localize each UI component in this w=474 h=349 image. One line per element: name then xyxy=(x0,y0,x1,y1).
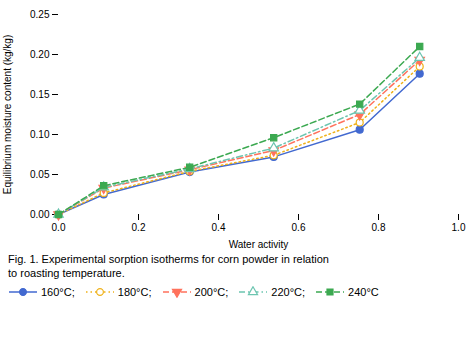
svg-text:0.6: 0.6 xyxy=(292,222,306,233)
svg-text:0.20: 0.20 xyxy=(30,49,50,60)
html-text:Fig. 1. Experimental sorption: Fig. 1. Experimental sorption isotherms … xyxy=(8,253,329,265)
svg-text:1.0: 1.0 xyxy=(452,222,466,233)
html-text:180°C;: 180°C; xyxy=(117,286,152,298)
svg-text:0.2: 0.2 xyxy=(132,222,146,233)
html-text:200°C;: 200°C; xyxy=(194,286,229,298)
svg-text:Water activity: Water activity xyxy=(229,239,289,250)
svg-text:0.4: 0.4 xyxy=(212,222,226,233)
html-text:220°C;: 220°C; xyxy=(271,286,306,298)
svg-text:0.0: 0.0 xyxy=(52,222,66,233)
svg-text:0.25: 0.25 xyxy=(30,9,50,20)
svg-text:Equilibrium moisture content (: Equilibrium moisture content (kg/kg) xyxy=(2,35,13,195)
svg-text:0.00: 0.00 xyxy=(30,209,50,220)
svg-text:0.05: 0.05 xyxy=(30,169,50,180)
html-text:to roasting temperature.: to roasting temperature. xyxy=(8,267,125,279)
svg-text:0.15: 0.15 xyxy=(30,89,50,100)
svg-text:0.8: 0.8 xyxy=(372,222,386,233)
svg-text:0.10: 0.10 xyxy=(30,129,50,140)
html-text:240°C: 240°C xyxy=(348,286,379,298)
html-text:160°C;: 160°C; xyxy=(41,286,75,298)
